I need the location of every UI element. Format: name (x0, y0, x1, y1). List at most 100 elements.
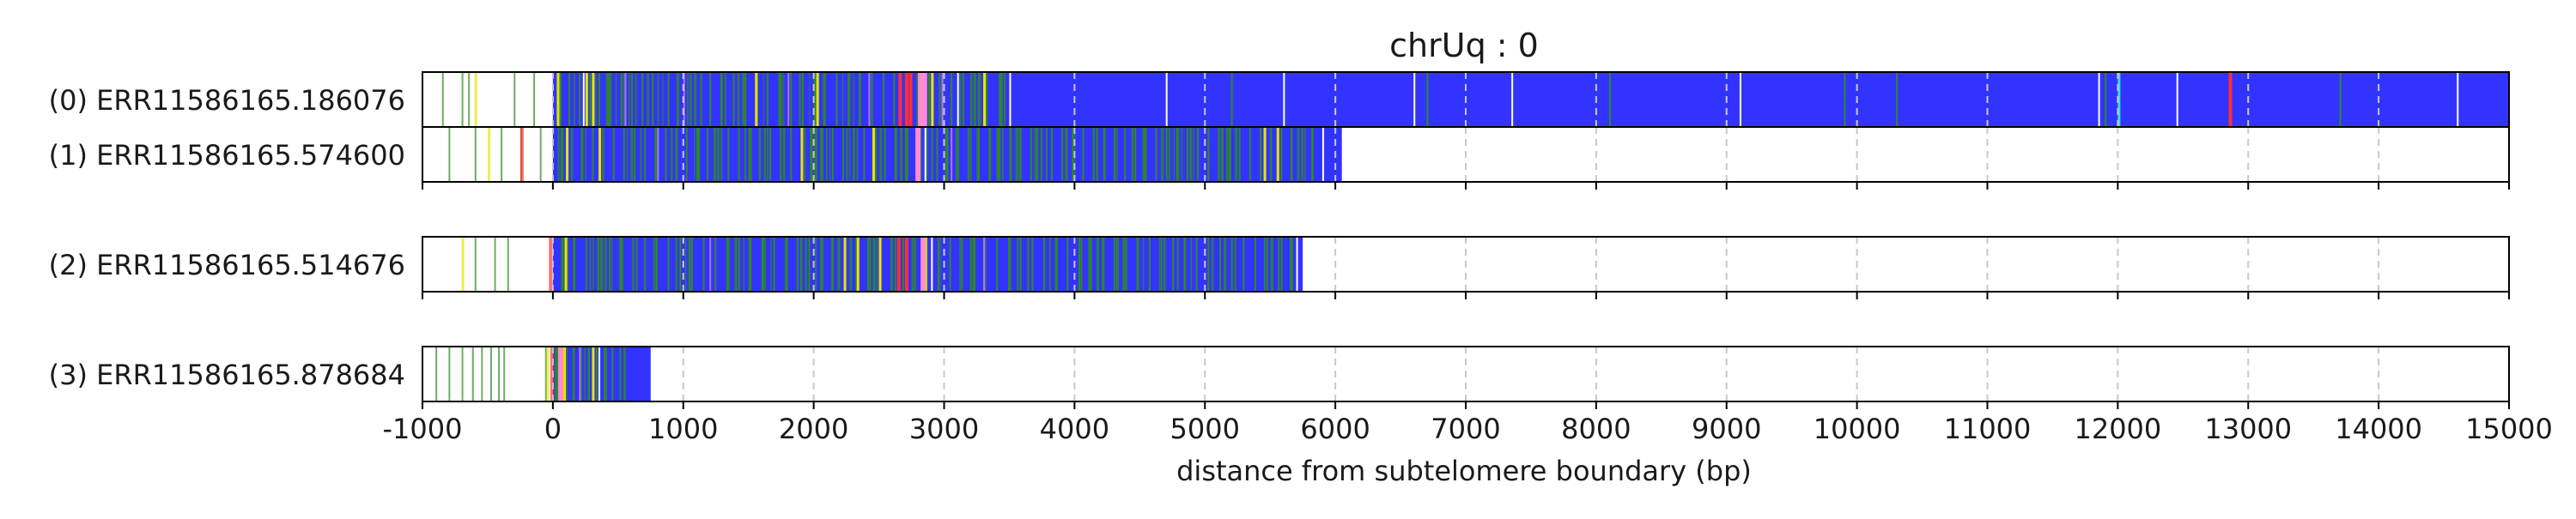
variant-mark-green (690, 237, 693, 292)
variant-mark-green (977, 127, 980, 182)
variant-mark-green (894, 127, 896, 182)
variant-mark-yellow (563, 347, 567, 401)
variant-mark-green (902, 237, 904, 292)
variant-mark-green (655, 237, 658, 292)
read-track: (3) ERR11586165.878684 (49, 346, 2510, 409)
variant-mark-green (1103, 237, 1105, 292)
variant-mark-green (726, 237, 730, 292)
variant-mark-green (1249, 127, 1251, 182)
variant-mark-green (758, 127, 761, 182)
variant-mark-green (652, 72, 654, 127)
gap-mark-white (2098, 72, 2100, 127)
variant-mark-green (1115, 127, 1118, 182)
variant-mark-pink (915, 127, 921, 182)
variant-mark-green (1189, 127, 1193, 182)
variant-mark-green (904, 127, 907, 182)
variant-mark-green (1092, 127, 1095, 182)
variant-mark-green (573, 237, 574, 292)
variant-mark-green (1078, 237, 1080, 292)
variant-mark-green (573, 347, 575, 401)
variant-mark-green (468, 72, 471, 127)
repeat-region (552, 237, 1303, 292)
variant-mark-yellow (1263, 127, 1267, 182)
variant-mark-green (869, 237, 872, 292)
variant-mark-green (592, 127, 594, 182)
variant-mark-green (799, 237, 803, 292)
variant-mark-green (999, 72, 1001, 127)
variant-mark-green (595, 72, 597, 127)
variant-mark-purple (624, 72, 627, 127)
variant-mark-green (974, 72, 976, 127)
variant-mark-green (604, 347, 606, 401)
variant-mark-green (556, 347, 559, 401)
variant-mark-green (1096, 237, 1100, 292)
variant-mark-green (620, 72, 623, 127)
variant-mark-green (1003, 72, 1005, 127)
gap-mark-white (1511, 72, 1514, 127)
variant-mark-green (1238, 127, 1241, 182)
variant-mark-green (856, 127, 859, 182)
variant-mark-green (939, 72, 941, 127)
variant-mark-green (1088, 237, 1091, 292)
variant-mark-yellow (564, 237, 568, 292)
x-tick-label: 11000 (1944, 413, 2032, 445)
variant-mark-green (571, 127, 574, 182)
variant-mark-green (1165, 127, 1168, 182)
variant-mark-green (1235, 127, 1238, 182)
variant-mark-yellow (474, 72, 477, 127)
variant-mark-green (1177, 127, 1180, 182)
variant-mark-green (815, 72, 817, 127)
variant-mark-green (1176, 127, 1178, 182)
variant-mark-green (654, 127, 657, 182)
variant-mark-purple (657, 127, 659, 182)
variant-mark-green (714, 237, 717, 292)
variant-mark-green (866, 237, 869, 292)
variant-mark-green (738, 237, 740, 292)
variant-mark-green (611, 347, 614, 401)
variant-mark-green (644, 127, 647, 182)
variant-mark-green (1163, 237, 1166, 292)
variant-mark-green (641, 72, 644, 127)
variant-mark-green (1207, 237, 1210, 292)
variant-mark-red (550, 347, 554, 401)
variant-mark-green (1142, 237, 1145, 292)
variant-mark-green (662, 72, 664, 127)
variant-mark-green (474, 127, 477, 182)
variant-mark-green (724, 72, 726, 127)
variant-mark-green (1066, 237, 1069, 292)
variant-mark-red (2228, 72, 2233, 127)
variant-mark-green (489, 347, 492, 401)
variant-mark-green (969, 72, 973, 127)
variant-mark-green (657, 72, 659, 127)
variant-mark-green (972, 237, 975, 292)
variant-mark-green (831, 127, 834, 182)
gap-mark-white (1321, 127, 1324, 182)
x-tick-label: 4000 (1040, 413, 1109, 445)
variant-mark-green (1278, 237, 1280, 292)
variant-mark-green (762, 72, 764, 127)
variant-mark-green (1270, 127, 1273, 182)
x-tick-label: -1000 (383, 413, 463, 445)
variant-mark-green (1311, 127, 1314, 182)
variant-mark-yellow (755, 72, 758, 127)
variant-mark-green (602, 127, 605, 182)
variant-mark-green (539, 127, 542, 182)
variant-mark-yellow (856, 237, 860, 292)
variant-mark-green (984, 237, 987, 292)
variant-mark-green (1270, 237, 1273, 292)
variant-mark-green (1096, 127, 1098, 182)
variant-mark-green (874, 127, 878, 182)
variant-mark-green (653, 237, 656, 292)
variant-mark-green (988, 127, 991, 182)
variant-mark-green (1168, 127, 1171, 182)
variant-mark-yellow (816, 72, 819, 127)
variant-mark-green (841, 72, 844, 127)
variant-mark-green (999, 72, 1003, 127)
variant-mark-green (573, 72, 575, 127)
variant-mark-green (612, 127, 615, 182)
variant-mark-green (1124, 127, 1127, 182)
variant-mark-green (734, 237, 738, 292)
variant-mark-green (986, 72, 988, 127)
variant-mark-green (1122, 237, 1126, 292)
